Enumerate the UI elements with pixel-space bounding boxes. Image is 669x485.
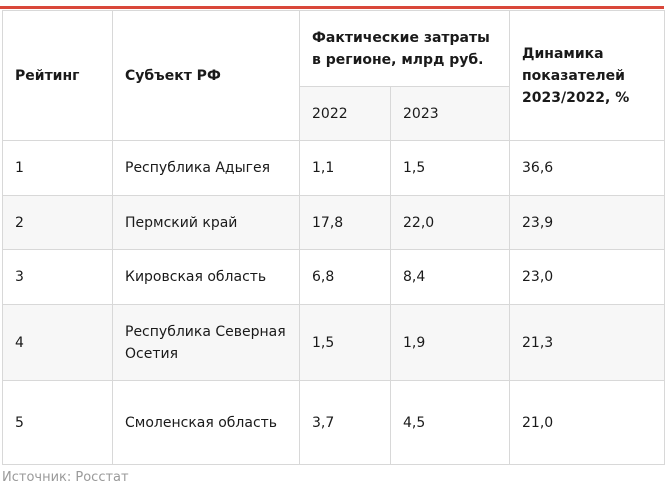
header-year-2022: 2022 [299, 86, 391, 141]
cell-2023: 1,5 [390, 140, 510, 196]
regions-table: Рейтинг Субъект РФ Фактические затраты в… [2, 10, 665, 465]
cell-rank: 4 [2, 304, 113, 381]
cell-rank: 3 [2, 249, 113, 305]
cell-2023: 22,0 [390, 195, 510, 250]
cell-rank: 5 [2, 380, 113, 465]
table-row: 2 Пермский край 17,8 22,0 23,9 [2, 195, 665, 250]
cell-region: Пермский край [112, 195, 300, 250]
cell-region: Смоленская область [112, 380, 300, 465]
header-year-2023: 2023 [390, 86, 510, 141]
table-row: 4 Республика Северная Осетия 1,5 1,9 21,… [2, 304, 665, 381]
table-row: 1 Республика Адыгея 1,1 1,5 36,6 [2, 140, 665, 196]
cell-rank: 1 [2, 140, 113, 196]
cell-2023: 8,4 [390, 249, 510, 305]
cell-2022: 1,5 [299, 304, 391, 381]
cell-region: Республика Северная Осетия [112, 304, 300, 381]
source-note: Источник: Росстат [2, 470, 129, 485]
cell-2022: 17,8 [299, 195, 391, 250]
cell-region: Республика Адыгея [112, 140, 300, 196]
cell-2022: 6,8 [299, 249, 391, 305]
header-region: Субъект РФ [112, 10, 300, 141]
cell-2022: 1,1 [299, 140, 391, 196]
header-costs-group: Фактические затраты в регионе, млрд руб. [299, 10, 510, 87]
cell-dynamics: 36,6 [509, 140, 665, 196]
top-accent-rule [0, 6, 664, 9]
cell-dynamics: 21,0 [509, 380, 665, 465]
cell-2023: 4,5 [390, 380, 510, 465]
cell-dynamics: 23,0 [509, 249, 665, 305]
table-row: 5 Смоленская область 3,7 4,5 21,0 [2, 380, 665, 465]
cell-2022: 3,7 [299, 380, 391, 465]
table-row: 3 Кировская область 6,8 8,4 23,0 [2, 249, 665, 305]
cell-2023: 1,9 [390, 304, 510, 381]
cell-dynamics: 23,9 [509, 195, 665, 250]
header-dynamics: Динамика показателей 2023/2022, % [509, 10, 665, 141]
cell-rank: 2 [2, 195, 113, 250]
header-rank: Рейтинг [2, 10, 113, 141]
cell-dynamics: 21,3 [509, 304, 665, 381]
cell-region: Кировская область [112, 249, 300, 305]
